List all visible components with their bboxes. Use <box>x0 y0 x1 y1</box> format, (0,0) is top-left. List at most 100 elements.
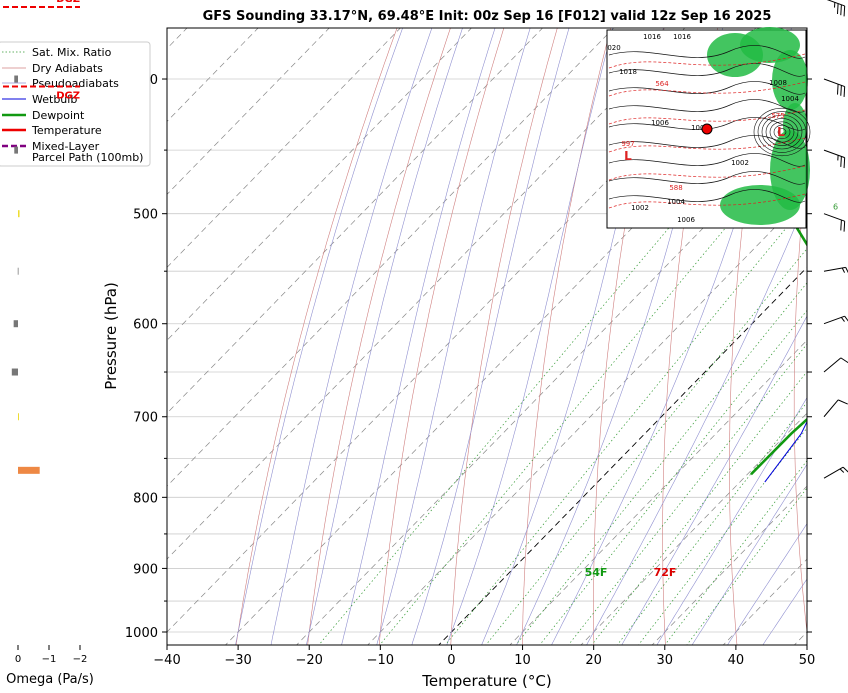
moist-adiabat <box>551 28 792 645</box>
thickness-line <box>608 81 806 97</box>
map-label: 1016 <box>673 33 691 41</box>
mixing-ratio-line <box>616 401 807 645</box>
moist-adiabat <box>270 28 433 645</box>
low-ring <box>753 107 811 157</box>
dry-adiabat <box>793 157 807 636</box>
omega-axis-label: Omega (Pa/s) <box>6 672 94 687</box>
low-ring <box>761 114 803 150</box>
y-tick-label: 800 <box>133 491 158 506</box>
surface-annotations: 72F 54F <box>585 566 677 579</box>
surface-label: 54F <box>585 566 608 579</box>
wind-barb <box>823 399 848 418</box>
wind-barb <box>823 466 848 479</box>
moist-adiabat <box>586 196 807 645</box>
wind-barb <box>823 0 846 17</box>
y-axis-label: Pressure (hPa) <box>102 282 120 390</box>
thickness-line <box>608 53 806 69</box>
thickness-line <box>608 165 806 181</box>
chart-title: GFS Sounding 33.17°N, 69.48°E Init: 00z … <box>203 9 772 24</box>
omega-bar <box>14 75 18 83</box>
wind-barb <box>823 149 846 169</box>
map-label: 1008 <box>691 124 709 132</box>
dry-adiabat <box>450 28 558 645</box>
moist-adiabat <box>656 397 807 645</box>
map-label: 1006 <box>677 216 695 224</box>
y-tick-label: 500 <box>133 208 158 223</box>
omega-bar <box>18 413 19 421</box>
low-marker: L <box>624 149 632 163</box>
map-label: 1002 <box>731 159 749 167</box>
map-label: 1004 <box>781 95 799 103</box>
x-tick-label: 40 <box>728 653 745 668</box>
moist-adiabat <box>621 315 807 645</box>
x-tick-label: 10 <box>514 653 531 668</box>
legend-label: Wetbulb <box>32 93 77 106</box>
moist-adiabat <box>341 28 496 645</box>
map-label: 1004 <box>667 198 685 206</box>
x-tick-label: 30 <box>657 653 674 668</box>
mixed-layer-line <box>811 0 848 478</box>
wind-barb-column <box>806 0 848 645</box>
omega-tick-label: 0 <box>15 654 21 665</box>
moist-adiabat <box>446 28 614 645</box>
mixing-ratio-line <box>379 213 738 645</box>
wind-barb <box>823 78 846 97</box>
x-tick-label: 0 <box>447 653 455 668</box>
isotherm-line <box>167 28 757 633</box>
map-label: 020 <box>607 44 620 52</box>
moist-adiabat <box>691 463 807 645</box>
map-label: 575 <box>771 112 784 120</box>
surface-label: 72F <box>654 566 677 579</box>
omega-axis: 0 −1 −2 <box>15 645 88 665</box>
dry-adiabat <box>729 28 772 645</box>
map-label: 588 <box>669 184 682 192</box>
dry-adiabat <box>235 28 398 645</box>
isobar <box>608 189 806 203</box>
y-tick-label: 1000 <box>125 626 158 641</box>
map-label: 1008 <box>769 79 787 87</box>
mixing-ratio-label: 6 <box>833 203 838 212</box>
thickness-line <box>608 109 806 125</box>
x-tick-label: −40 <box>153 653 180 668</box>
isotherm-line <box>509 339 807 645</box>
omega-bar <box>13 320 18 328</box>
legend-label: Sat. Mix. Ratio <box>32 46 112 59</box>
inset-map: 1016 1016 1018 1008 1004 1002 1006 1004 1002 1006… <box>606 27 811 229</box>
y-tick-label: 600 <box>133 318 158 333</box>
thickness-line <box>608 193 806 209</box>
x-tick-label: −30 <box>224 653 251 668</box>
omega-panel: DGZ DGZ 0 −1 −2 Omega (Pa/s) <box>3 0 94 687</box>
dry-adiabat <box>307 28 451 645</box>
omega-bar <box>18 210 20 218</box>
map-label: 564 <box>655 80 669 88</box>
y-tick-label: 900 <box>133 562 158 577</box>
omega-tick-label: −2 <box>73 654 88 665</box>
low-marker: L <box>777 125 785 139</box>
moist-adiabat <box>411 28 570 645</box>
isobar <box>608 81 806 95</box>
omega-bar <box>14 146 18 154</box>
x-axis: −40 −30 −20 −10 0 10 20 30 40 50 <box>153 645 815 668</box>
temperature-line <box>819 0 848 474</box>
dry-adiabat <box>593 28 665 645</box>
x-axis-label: Temperature (°C) <box>421 672 551 690</box>
sounding-location-marker <box>701 123 713 135</box>
mixing-ratio-line <box>444 213 799 645</box>
mixing-ratio-line <box>485 248 807 645</box>
map-label: 1018 <box>619 68 637 76</box>
map-label: 1016 <box>643 33 661 41</box>
dgz-label: DGZ <box>56 0 80 5</box>
legend-label: Pseudoadiabats <box>32 77 119 90</box>
isotherm-line <box>296 120 807 645</box>
legend: Sat. Mix. Ratio Dry Adiabats Pseudoadiabat… <box>0 41 151 167</box>
isotherm-line <box>167 28 615 487</box>
zero-isotherm <box>438 266 807 645</box>
omega-bar <box>17 267 19 275</box>
x-tick-label: 50 <box>799 653 816 668</box>
isotherm-line <box>224 48 807 645</box>
moist-adiabat <box>376 28 531 645</box>
isotherm-line <box>367 193 807 645</box>
isotherm-line <box>580 412 807 645</box>
wind-barb <box>823 315 848 325</box>
